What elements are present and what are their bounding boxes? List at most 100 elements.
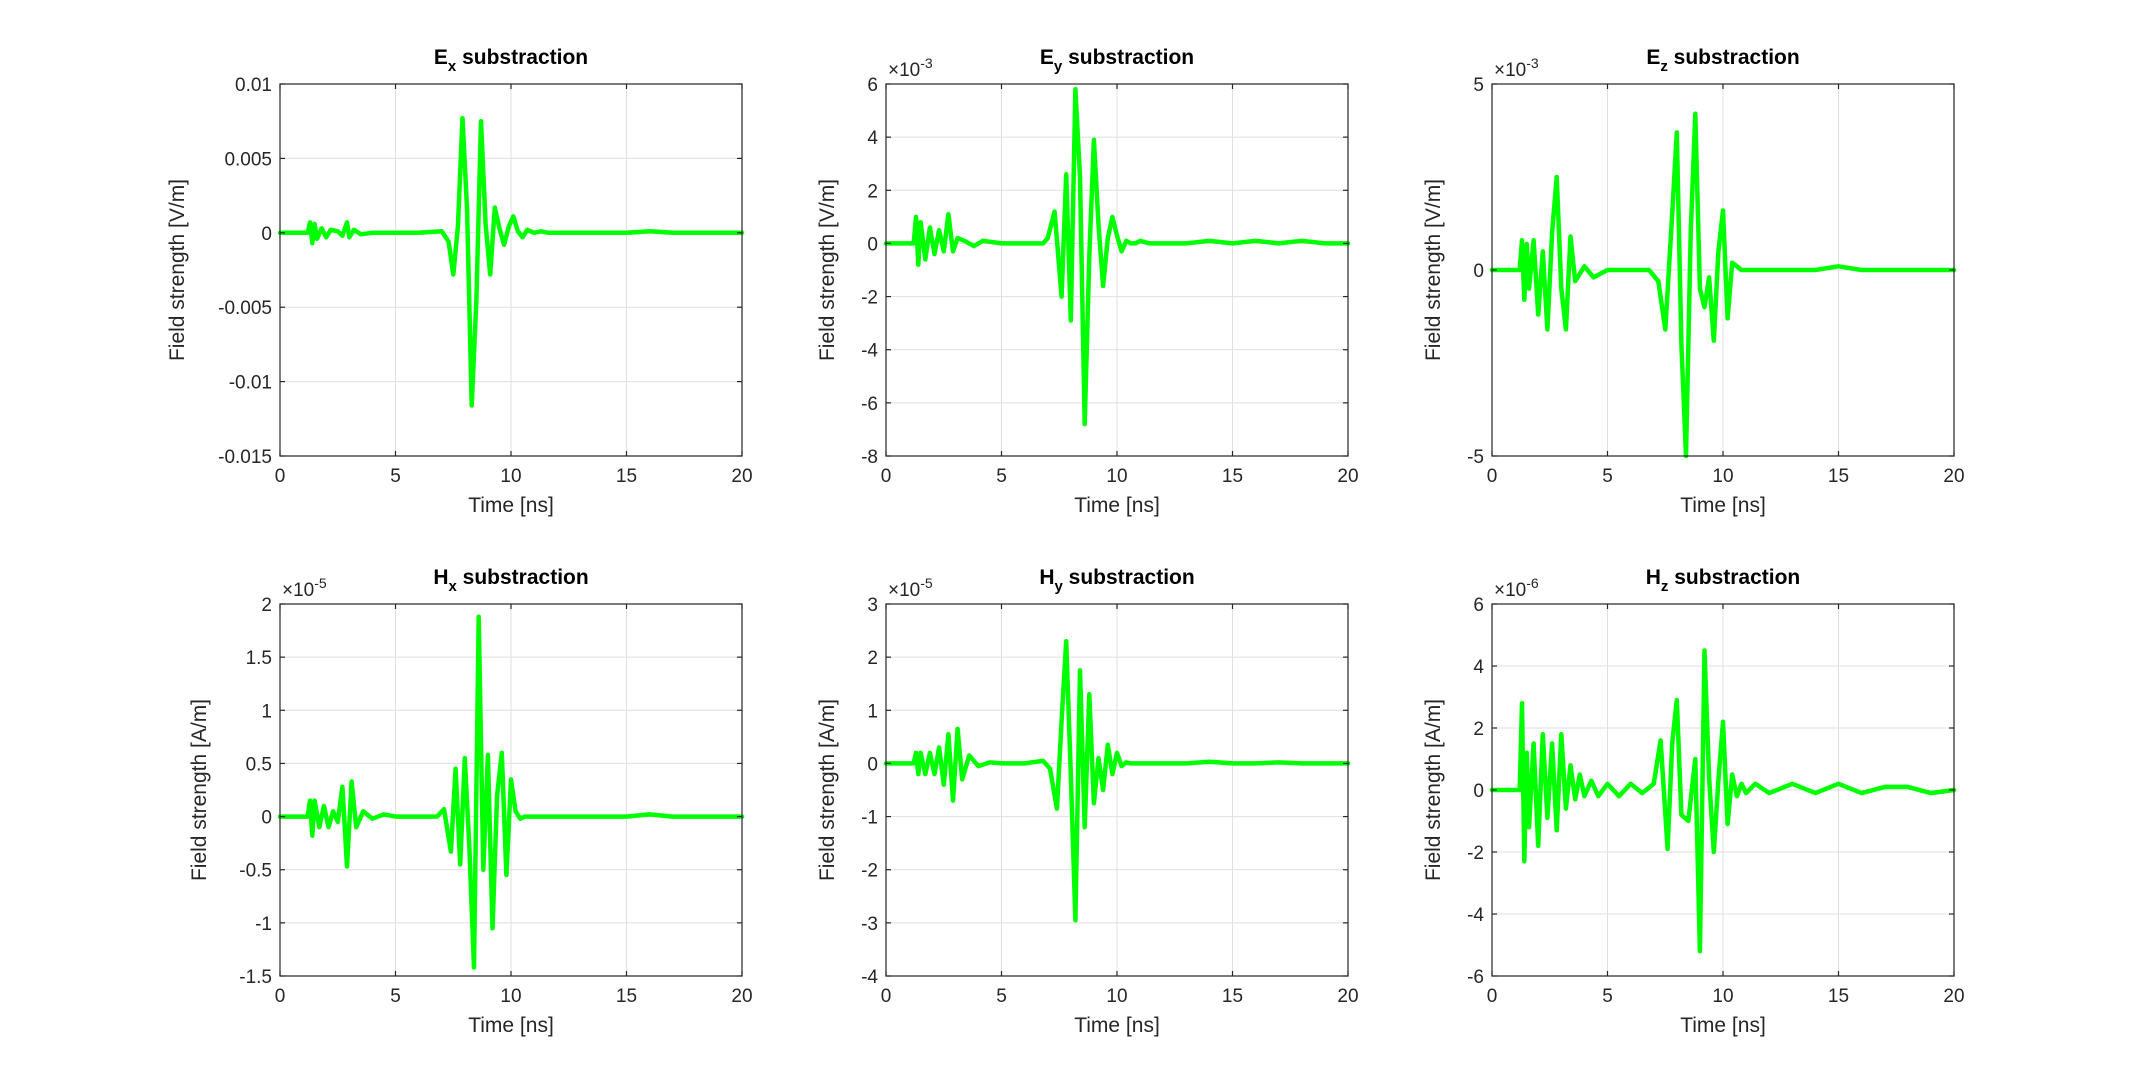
x-tick-label: 15	[1222, 986, 1243, 1007]
x-tick-label: 0	[881, 986, 892, 1007]
y-exponent-label: ×10-6	[1494, 575, 1539, 601]
plot-ex-substraction: 0 5 10 15 20 -0.015 -0.01 -0.005 0 0.005 0.01 Time …	[166, 46, 753, 517]
y-tick-label: -1	[861, 808, 878, 829]
y-axis-label: Field strength [A/m]	[188, 699, 211, 881]
y-tick-label: 3	[867, 595, 878, 616]
y-tick-label: 4	[867, 128, 878, 149]
x-tick-label: 20	[731, 986, 752, 1007]
x-axis-label: Time [ns]	[1074, 1014, 1160, 1037]
x-tick-label: 5	[390, 466, 401, 487]
y-tick-label: 0	[261, 808, 272, 829]
x-tick-label: 15	[1828, 466, 1849, 487]
y-tick-label: -3	[861, 914, 878, 935]
y-tick-label: 0.01	[235, 75, 272, 96]
plot-hx-substraction: 0 5 10 15 20 -1.5 -1 -0.5 0 0.5 1 1.5 2 ×10-5 Time [ns…	[188, 566, 753, 1037]
y-tick-label: -4	[861, 967, 878, 988]
y-axis-label: Field strength [A/m]	[1422, 699, 1445, 881]
y-tick-label: -8	[861, 447, 878, 468]
plot-hy-substraction: 0 5 10 15 20 -4 -3 -2 -1 0 1 2 3 ×10-5 Time [ns] Field …	[816, 566, 1359, 1037]
x-tick-label: 15	[1828, 986, 1849, 1007]
series-line	[1489, 111, 1957, 459]
series-line	[277, 614, 745, 970]
x-axis-label: Time [ns]	[1680, 1014, 1766, 1037]
x-axis-label: Time [ns]	[1074, 494, 1160, 517]
x-tick-label: 10	[1712, 986, 1733, 1007]
y-tick-label: -0.005	[218, 298, 272, 319]
chart-title: Hz substraction	[1646, 566, 1801, 595]
x-tick-label: 15	[616, 986, 637, 1007]
y-tick-label: -2	[861, 861, 878, 882]
y-tick-label: 0.5	[246, 754, 272, 775]
x-tick-label: 0	[881, 466, 892, 487]
y-tick-label: 0	[867, 754, 878, 775]
y-tick-label: 2	[1473, 719, 1484, 740]
y-axis-label: Field strength [V/m]	[1422, 179, 1445, 361]
x-axis-label: Time [ns]	[468, 1014, 554, 1037]
y-tick-label: -1	[255, 914, 272, 935]
plot-hz-substraction: 0 5 10 15 20 -6 -4 -2 0 2 4 6 ×10-6 Time [ns] Field st…	[1422, 566, 1965, 1037]
y-exponent-label: ×10-5	[888, 575, 933, 601]
y-tick-label: -4	[1467, 905, 1484, 926]
chart-title: Ez substraction	[1646, 46, 1799, 75]
y-tick-label: -1.5	[239, 967, 272, 988]
x-tick-label: 20	[731, 466, 752, 487]
y-tick-label: 0	[1473, 781, 1484, 802]
x-tick-label: 10	[1712, 466, 1733, 487]
x-tick-label: 5	[390, 986, 401, 1007]
x-tick-label: 20	[1943, 466, 1964, 487]
x-tick-label: 0	[275, 466, 286, 487]
y-tick-label: 0	[1473, 261, 1484, 282]
y-tick-label: -0.5	[239, 861, 272, 882]
y-tick-label: -0.01	[229, 373, 272, 394]
chart-title: Hx substraction	[433, 566, 588, 595]
chart-title: Hy substraction	[1039, 566, 1194, 595]
y-exponent-label: ×10-3	[888, 55, 933, 81]
x-tick-label: 10	[500, 986, 521, 1007]
y-tick-label: -6	[861, 394, 878, 415]
x-tick-label: 0	[1487, 466, 1498, 487]
y-tick-label: -0.015	[218, 447, 272, 468]
x-tick-label: 5	[1602, 466, 1613, 487]
x-tick-label: 5	[1602, 986, 1613, 1007]
y-tick-label: 0	[261, 224, 272, 245]
x-tick-label: 15	[1222, 466, 1243, 487]
y-exponent-label: ×10-5	[282, 575, 327, 601]
x-tick-label: 0	[1487, 986, 1498, 1007]
y-axis-label: Field strength [A/m]	[816, 699, 839, 881]
x-tick-label: 10	[500, 466, 521, 487]
y-tick-label: -2	[861, 288, 878, 309]
x-tick-label: 10	[1106, 986, 1127, 1007]
y-tick-label: 1.5	[246, 648, 272, 669]
y-tick-label: 2	[867, 648, 878, 669]
x-tick-label: 5	[996, 466, 1007, 487]
y-tick-label: -2	[1467, 843, 1484, 864]
y-tick-label: 6	[867, 75, 878, 96]
y-tick-label: 6	[1473, 595, 1484, 616]
y-tick-label: 5	[1473, 75, 1484, 96]
y-exponent-label: ×10-3	[1494, 55, 1539, 81]
chart-title: Ey substraction	[1040, 46, 1194, 75]
x-tick-label: 20	[1337, 466, 1358, 487]
y-tick-label: -6	[1467, 967, 1484, 988]
y-tick-label: 0	[867, 234, 878, 255]
y-tick-label: 1	[867, 701, 878, 722]
x-tick-label: 20	[1943, 986, 1964, 1007]
y-tick-label: 1	[261, 701, 272, 722]
x-axis-label: Time [ns]	[468, 494, 554, 517]
y-tick-label: 2	[867, 181, 878, 202]
y-tick-label: 2	[261, 595, 272, 616]
x-tick-label: 5	[996, 986, 1007, 1007]
x-tick-label: 0	[275, 986, 286, 1007]
y-tick-label: 4	[1473, 657, 1484, 678]
chart-title: Ex substraction	[434, 46, 588, 75]
y-tick-label: 0.005	[224, 149, 272, 170]
x-axis-label: Time [ns]	[1680, 494, 1766, 517]
y-tick-label: -5	[1467, 447, 1484, 468]
plot-ey-substraction: 0 5 10 15 20 -8 -6 -4 -2 0 2 4 6 ×10-3 Time [ns] Field …	[816, 46, 1359, 517]
series-line	[883, 638, 1351, 923]
x-tick-label: 10	[1106, 466, 1127, 487]
y-axis-label: Field strength [V/m]	[816, 179, 839, 361]
y-tick-label: -4	[861, 341, 878, 362]
x-tick-label: 20	[1337, 986, 1358, 1007]
